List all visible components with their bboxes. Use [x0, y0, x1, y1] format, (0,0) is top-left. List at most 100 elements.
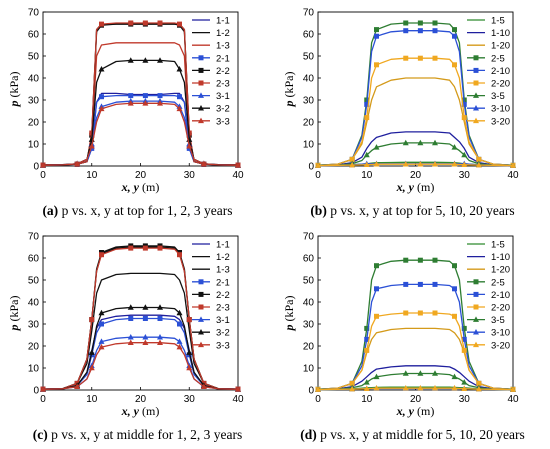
- legend-label: 2-10: [491, 66, 510, 77]
- series-line: [42, 59, 239, 166]
- legend-label: 3-3: [216, 340, 230, 351]
- x-tick-label: 30: [459, 170, 471, 181]
- x-tick-label: 20: [410, 170, 422, 181]
- data-point: [142, 93, 148, 99]
- data-point: [157, 245, 163, 251]
- legend-label: 2-5: [491, 53, 505, 64]
- caption-b-letter: (b): [310, 203, 327, 218]
- series-2-5: [315, 257, 516, 392]
- chart-panel-a: 0 10 20 30 40 50 60 70 0 10 20 30 40 x, y (m) p (kPa) 1…: [7, 8, 244, 195]
- y-axis-label: p (kPa): [7, 296, 21, 332]
- legend-label: 1-20: [491, 41, 510, 52]
- series-2-20: [315, 310, 516, 392]
- series-2-1: [40, 316, 241, 392]
- y-tick-label: 40: [28, 298, 40, 309]
- legend-label: 3-10: [491, 104, 510, 115]
- legend-label: 2-1: [216, 277, 230, 288]
- x-tick-label: 0: [40, 394, 46, 405]
- legend-marker: [198, 67, 204, 73]
- data-point: [127, 334, 134, 340]
- y-tick-label: 30: [28, 96, 40, 107]
- data-point: [235, 386, 241, 392]
- y-tick-label: 20: [28, 342, 40, 353]
- series-line: [42, 342, 239, 390]
- data-point: [374, 33, 379, 39]
- legend-marker: [473, 67, 479, 73]
- y-tick-label: 60: [303, 30, 315, 41]
- y-tick-label: 70: [28, 232, 40, 243]
- data-point: [157, 100, 163, 106]
- data-point: [417, 20, 423, 26]
- x-tick-label: 20: [410, 394, 422, 405]
- legend-marker: [198, 279, 204, 285]
- legend-label: 1-1: [216, 16, 230, 27]
- caption-b-text: p vs. x, y at top for 5, 10, 20 years: [330, 203, 515, 218]
- data-point: [364, 115, 370, 121]
- x-axis-label: x, y (m): [121, 180, 160, 194]
- data-point: [403, 20, 409, 26]
- data-point: [349, 156, 355, 162]
- data-point: [40, 162, 46, 168]
- series-line: [42, 245, 239, 390]
- data-point: [402, 161, 409, 167]
- legend-label: 2-5: [491, 277, 505, 288]
- caption-d-letter: (d): [300, 427, 317, 442]
- data-point: [374, 62, 379, 68]
- legend-marker: [473, 341, 479, 348]
- data-point: [510, 386, 516, 392]
- data-point: [475, 161, 482, 168]
- data-point: [99, 21, 104, 27]
- series-2-20: [315, 55, 516, 168]
- series-line: [317, 131, 514, 166]
- x-tick-label: 40: [507, 170, 519, 181]
- caption-c-text: p vs. x, y at middle for 1, 2, 3 years: [51, 427, 243, 442]
- data-point: [432, 161, 438, 167]
- data-point: [349, 161, 356, 168]
- legend-label: 3-5: [491, 315, 505, 326]
- data-point: [99, 252, 104, 258]
- y-tick-label: 40: [303, 298, 315, 309]
- legend-marker: [473, 279, 479, 285]
- legend-label: 1-10: [491, 252, 510, 263]
- plot-frame: [42, 11, 239, 167]
- x-tick-label: 40: [232, 170, 244, 181]
- x-tick-label: 30: [184, 170, 196, 181]
- data-point: [451, 385, 458, 391]
- data-point: [432, 139, 438, 146]
- legend-label: 1-3: [216, 41, 230, 52]
- data-point: [432, 55, 438, 61]
- data-point: [452, 313, 457, 319]
- series-line: [42, 102, 239, 166]
- data-point: [402, 370, 409, 376]
- caption-c: (c) p vs. x, y at middle for 1, 2, 3 yea…: [0, 427, 275, 443]
- data-point: [417, 28, 423, 34]
- data-point: [88, 349, 95, 355]
- series-line: [42, 100, 239, 166]
- legend-label: 3-2: [216, 104, 230, 115]
- data-point: [186, 317, 192, 323]
- y-axis-label: p (kPa): [282, 72, 296, 108]
- data-point: [451, 161, 458, 167]
- legend-marker: [198, 105, 204, 111]
- data-point: [98, 105, 105, 112]
- legend-marker: [198, 117, 204, 124]
- series-3-3: [40, 339, 241, 392]
- data-point: [89, 317, 95, 323]
- legend-label: 1-5: [491, 240, 505, 251]
- data-point: [127, 100, 134, 106]
- data-point: [403, 257, 409, 263]
- data-point: [475, 385, 482, 392]
- legend-label: 1-2: [216, 252, 230, 263]
- series-3-2: [40, 304, 241, 392]
- series-2-2: [40, 243, 241, 392]
- series-2-10: [315, 28, 516, 168]
- data-point: [315, 386, 321, 392]
- data-point: [98, 343, 105, 350]
- data-point: [349, 380, 355, 386]
- data-point: [452, 62, 457, 68]
- data-point: [364, 325, 370, 331]
- legend-marker: [473, 92, 479, 98]
- caption-c-letter: (c): [32, 427, 48, 442]
- x-tick-label: 20: [135, 394, 147, 405]
- data-point: [200, 160, 207, 167]
